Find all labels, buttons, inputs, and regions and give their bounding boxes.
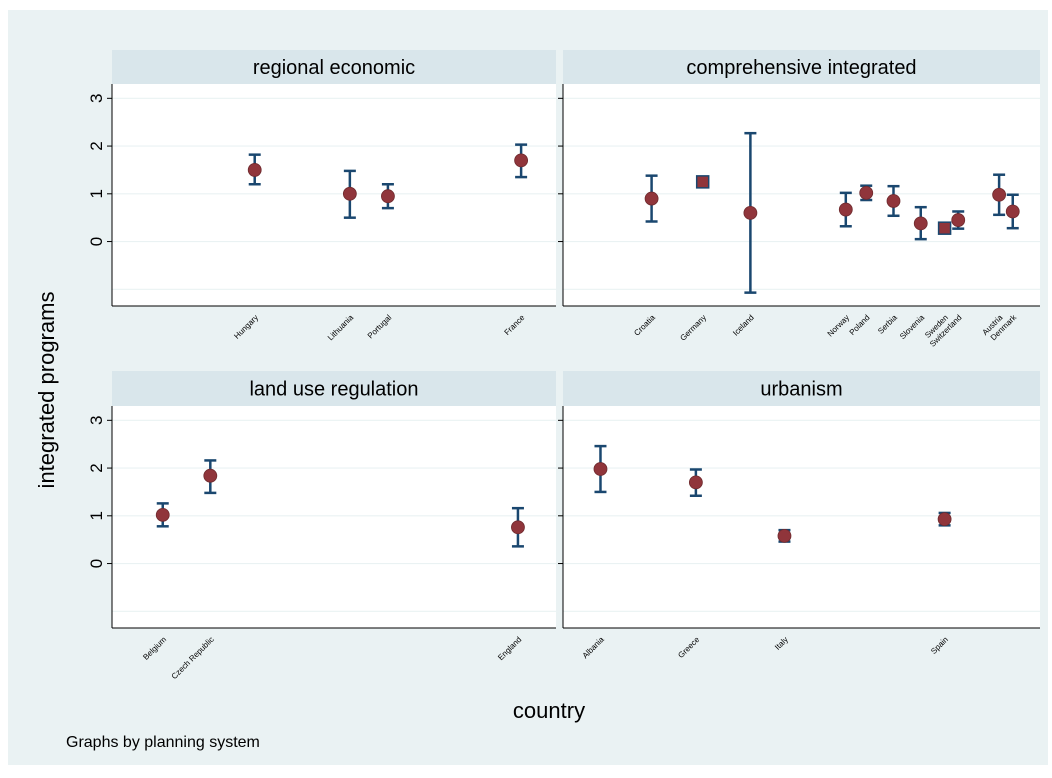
plot-area bbox=[112, 84, 556, 306]
y-tick-label: 2 bbox=[87, 141, 106, 150]
marker-circle bbox=[992, 187, 1007, 202]
panel-title-bar bbox=[563, 50, 1040, 84]
marker-circle bbox=[342, 186, 357, 201]
marker-circle bbox=[511, 520, 525, 535]
data-point bbox=[886, 184, 901, 218]
panel-title-bar bbox=[112, 371, 556, 406]
panel-title: comprehensive integrated bbox=[686, 57, 916, 79]
y-tick-label: 3 bbox=[87, 94, 106, 103]
y-tick-label: 0 bbox=[87, 237, 106, 246]
y-tick-label: 1 bbox=[87, 511, 106, 520]
data-point bbox=[514, 143, 529, 179]
data-point bbox=[511, 506, 525, 548]
data-point bbox=[688, 468, 703, 498]
data-point bbox=[743, 131, 758, 294]
y-tick-label: 2 bbox=[87, 463, 106, 472]
y-axis-label: integrated programs bbox=[34, 292, 59, 489]
marker-circle bbox=[913, 216, 928, 231]
marker-circle bbox=[247, 163, 262, 177]
data-point bbox=[937, 511, 952, 527]
plot-area bbox=[563, 84, 1040, 306]
marker-circle bbox=[886, 194, 901, 208]
marker-circle bbox=[859, 185, 874, 200]
data-point bbox=[695, 175, 710, 189]
marker-circle bbox=[644, 191, 659, 206]
data-point bbox=[913, 205, 928, 241]
data-point bbox=[593, 444, 608, 494]
panel-title: land use regulation bbox=[249, 379, 418, 401]
plot-area bbox=[563, 406, 1040, 628]
data-point bbox=[937, 221, 952, 235]
panel-title-bar bbox=[563, 371, 1040, 406]
panel-title: regional economic bbox=[253, 57, 415, 79]
chart-note: Graphs by planning system bbox=[66, 734, 260, 751]
marker-circle bbox=[593, 462, 608, 476]
data-point bbox=[951, 210, 966, 230]
marker-circle bbox=[777, 528, 792, 543]
marker-circle bbox=[1005, 204, 1020, 219]
data-point bbox=[381, 183, 395, 210]
y-tick-label: 3 bbox=[87, 416, 106, 425]
data-point bbox=[859, 184, 874, 202]
marker-square bbox=[695, 175, 710, 189]
data-point bbox=[838, 191, 853, 228]
panel-title: urbanism bbox=[760, 379, 842, 401]
marker-circle bbox=[937, 512, 952, 527]
data-point bbox=[1005, 193, 1020, 230]
marker-circle bbox=[688, 475, 703, 490]
marker-circle bbox=[155, 507, 170, 522]
marker-circle bbox=[743, 206, 758, 220]
data-point bbox=[155, 502, 170, 528]
x-axis-label: country bbox=[513, 698, 585, 723]
data-point bbox=[992, 173, 1007, 217]
marker-circle bbox=[203, 468, 218, 483]
data-point bbox=[777, 528, 792, 543]
marker-circle bbox=[951, 213, 966, 227]
data-point bbox=[644, 174, 659, 223]
data-point bbox=[203, 459, 218, 495]
data-point bbox=[342, 169, 357, 219]
marker-circle bbox=[838, 202, 853, 217]
plot-area bbox=[112, 406, 556, 628]
data-point bbox=[247, 153, 262, 186]
marker-circle bbox=[514, 153, 529, 168]
marker-square bbox=[937, 221, 952, 235]
panel-title-bar bbox=[112, 50, 556, 84]
marker-circle bbox=[381, 189, 395, 204]
y-tick-label: 1 bbox=[87, 189, 106, 198]
y-tick-label: 0 bbox=[87, 559, 106, 568]
